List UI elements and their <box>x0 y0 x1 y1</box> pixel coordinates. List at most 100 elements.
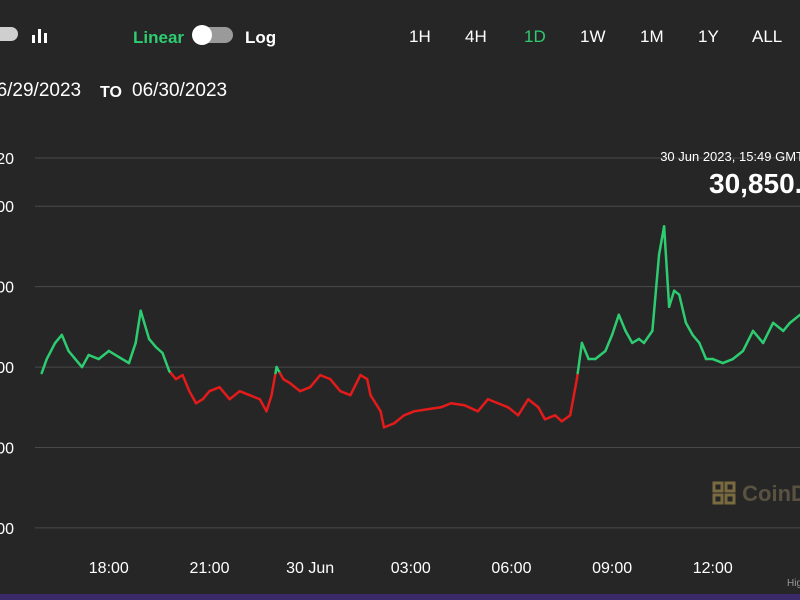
x-tick-label: 09:00 <box>592 560 632 577</box>
price-segment <box>139 309 151 341</box>
price-segment <box>117 355 131 365</box>
x-tick-label: 06:00 <box>491 560 531 577</box>
bar-chart-icon[interactable] <box>31 26 49 44</box>
coindesk-logo-icon <box>712 481 736 505</box>
price-segment <box>80 353 90 369</box>
y-tick-label: 30,500 <box>0 360 14 377</box>
price-segment <box>617 313 627 333</box>
price-segment <box>624 329 634 345</box>
range-button-1h[interactable]: 1H <box>409 27 431 46</box>
price-segment <box>761 321 775 345</box>
y-tick-label: 31,020 <box>0 151 14 168</box>
price-segment <box>463 404 480 413</box>
price-segment <box>40 357 48 375</box>
price-segment <box>169 371 178 381</box>
x-tick-label: 12:00 <box>693 560 733 577</box>
date-from[interactable]: 06/29/2023 <box>0 80 82 101</box>
price-segment <box>771 321 785 333</box>
price-segment <box>318 373 332 381</box>
price-segment <box>349 373 362 397</box>
price-segment <box>201 389 211 401</box>
price-segment <box>788 313 800 325</box>
price-segment <box>402 410 416 417</box>
price-segment <box>248 393 262 401</box>
price-segment <box>208 385 221 393</box>
price-line <box>40 225 800 429</box>
price-segment <box>781 321 792 333</box>
price-segment <box>506 406 520 417</box>
price-segment <box>392 414 406 425</box>
tooltip-price: 30,850.9 <box>709 168 800 199</box>
price-segment <box>684 321 694 337</box>
tooltip-time: 30 Jun 2023, 15:49 GMT <box>660 149 800 164</box>
bottom-bar <box>0 594 800 600</box>
price-segment <box>379 410 386 429</box>
price-segment <box>308 373 322 389</box>
price-segment <box>691 333 701 345</box>
y-axis-labels: 30,100 30,300 30,500 30,700 30,900 31,020 <box>0 151 14 538</box>
y-tick-label: 30,300 <box>0 440 14 457</box>
price-segment <box>741 329 755 353</box>
price-segment <box>127 341 137 365</box>
price-segment <box>543 414 557 421</box>
x-axis-labels: 18:00 21:00 30 Jun 03:00 06:00 09:00 12:00 <box>89 560 733 577</box>
price-segment <box>134 309 142 345</box>
coindesk-watermark: CoinDesk <box>712 481 800 507</box>
price-segment <box>731 349 745 361</box>
area-chart-toggle[interactable] <box>0 25 20 43</box>
price-segment <box>107 349 121 359</box>
price-segment <box>60 333 70 353</box>
price-segment <box>568 377 579 417</box>
price-segment <box>651 253 661 333</box>
price-segment <box>667 289 676 309</box>
date-to[interactable]: 06/30/2023 <box>132 80 228 101</box>
price-segment <box>662 225 671 309</box>
price-segment <box>382 422 396 429</box>
price-segment <box>154 345 164 355</box>
range-button-1w[interactable]: 1W <box>580 27 606 46</box>
range-button-1d[interactable]: 1D <box>524 27 546 46</box>
log-scale-label[interactable]: Log <box>245 28 277 47</box>
watermark-text: CoinDesk <box>742 481 800 506</box>
date-to-label: TO <box>100 84 122 101</box>
price-segment <box>486 397 500 405</box>
price-segment <box>496 402 510 409</box>
range-button-4h[interactable]: 4H <box>465 27 487 46</box>
x-tick-label: 18:00 <box>89 560 129 577</box>
range-button-all[interactable]: ALL <box>752 27 783 46</box>
grid-lines <box>35 157 800 529</box>
price-segment <box>576 341 584 375</box>
price-segment <box>553 414 564 423</box>
price-segment <box>630 337 641 345</box>
price-segment <box>194 397 205 405</box>
price-segment <box>188 389 198 405</box>
price-segment <box>426 406 443 411</box>
scale-toggle-switch[interactable] <box>191 24 235 46</box>
price-segment <box>228 389 241 401</box>
price-segment <box>147 337 158 349</box>
price-segment <box>476 397 490 413</box>
range-button-1m[interactable]: 1M <box>640 27 664 46</box>
price-segment <box>698 341 708 361</box>
price-segment <box>526 397 540 409</box>
price-segment <box>270 371 277 397</box>
price-segment <box>604 333 614 353</box>
range-button-1y[interactable]: 1Y <box>698 27 719 46</box>
linear-scale-label[interactable]: Linear <box>133 28 185 47</box>
price-segment <box>87 353 100 361</box>
price-segment <box>610 313 621 337</box>
price-segment <box>594 349 607 361</box>
price-segment <box>161 351 171 373</box>
highcharts-credit[interactable]: Highcharts.com <box>787 578 800 589</box>
x-tick-label: 30 Jun <box>286 560 334 577</box>
price-segment <box>711 357 725 365</box>
price-segment <box>174 373 184 381</box>
price-segment <box>537 406 547 421</box>
price-segment <box>97 349 111 361</box>
price-segment <box>298 385 312 393</box>
price-segment <box>560 414 572 423</box>
price-segment <box>339 389 352 397</box>
price-segment <box>53 333 64 345</box>
